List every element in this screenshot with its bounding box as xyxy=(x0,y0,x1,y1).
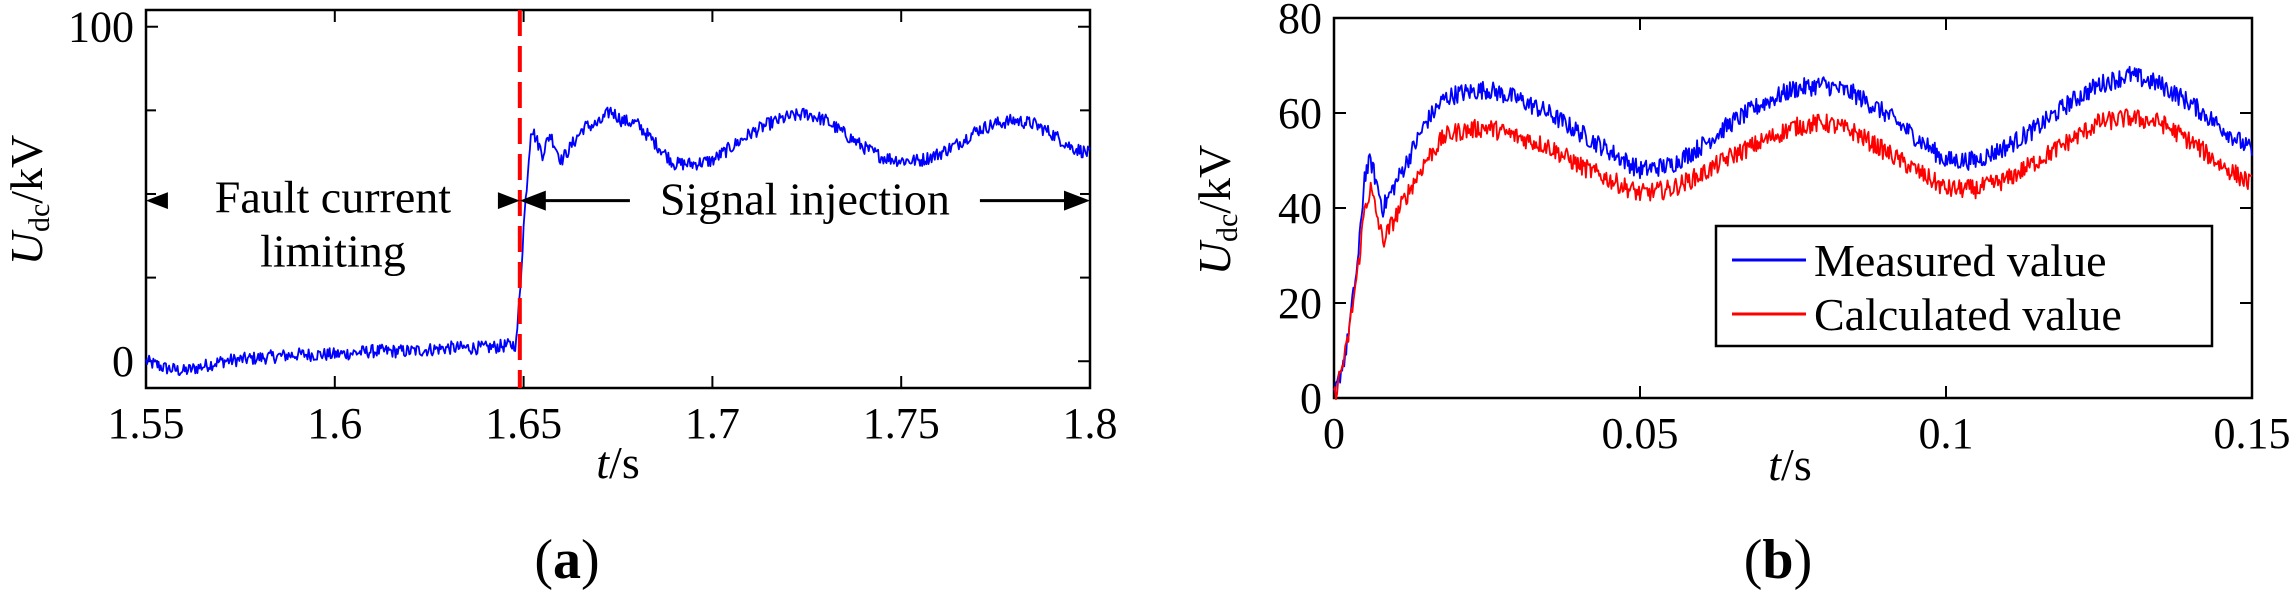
panel-a-ylabel-sub: dc xyxy=(23,204,56,232)
panel-b-series xyxy=(1333,65,2253,401)
panel-a-xtick-label: 1.8 xyxy=(1063,399,1118,448)
panel-a-xtick-label: 1.55 xyxy=(108,399,185,448)
panel-b-xlabel-unit: /s xyxy=(1781,439,1812,490)
panel-a-xlabel: t/s xyxy=(596,437,639,488)
panel-b-ytick-label: 0 xyxy=(1300,374,1322,423)
panel-a-ytick-label: 0 xyxy=(112,337,134,386)
panel-a-xtick-label: 1.7 xyxy=(685,399,740,448)
signal-label: Signal injection xyxy=(660,174,950,225)
panel-b-xtick-label: 0.15 xyxy=(2214,409,2291,458)
fault-label-line2: limiting xyxy=(260,226,406,277)
legend-box xyxy=(1714,224,2214,348)
panel-b-ytick-label: 20 xyxy=(1278,279,1322,328)
fault-limiting-arrow-head-right xyxy=(493,190,520,211)
panel-a-xlabel-unit: /s xyxy=(609,437,640,488)
panel-b-xtick-label: 0.05 xyxy=(1602,409,1679,458)
panel-b-caption: (b) xyxy=(1744,529,1812,591)
panel-a-ylabel: Udc/kV xyxy=(1,135,56,266)
panel-b-ytick-label: 60 xyxy=(1278,89,1322,138)
panel-a-series-udc xyxy=(145,106,1091,376)
svg-text:Udc/kV: Udc/kV xyxy=(1,135,56,266)
signal-injection-arrow-head-left xyxy=(519,190,546,211)
panel-b-xlabel-var: t xyxy=(1768,439,1782,490)
svg-text:Udc/kV: Udc/kV xyxy=(1189,145,1244,276)
legend-calculated-label: Calculated value xyxy=(1814,289,2122,340)
panel-a-ticks: 1.55 1.6 1.65 1.7 1.75 1.8 0 100 xyxy=(68,3,1118,448)
legend-measured-label: Measured value xyxy=(1814,235,2107,286)
panel-a-caption-letter: a xyxy=(553,529,581,591)
panel-a: 1.55 1.6 1.65 1.7 1.75 1.8 0 100 Fault currentl… xyxy=(1,3,1118,591)
fault-limiting-arrow-head-left xyxy=(146,190,172,211)
panel-a-xtick-label: 1.75 xyxy=(863,399,940,448)
panel-a-ylabel-var: U xyxy=(1,229,52,265)
signal-injection-arrow-head-right xyxy=(1064,190,1090,211)
panel-b-xtick-label: 0 xyxy=(1323,409,1345,458)
panel-b-caption-letter: b xyxy=(1762,529,1793,591)
panel-b-series-calculated-value xyxy=(1333,108,2253,401)
panel-b-ticks: 0 0.05 0.1 0.15 0 20 40 60 80 xyxy=(1278,0,2291,458)
panel-b-ylabel-unit: /kV xyxy=(1189,145,1240,214)
panel-b-xtick-label: 0.1 xyxy=(1919,409,1974,458)
panel-b-xlabel: t/s xyxy=(1768,439,1811,490)
panel-b-ylabel-var: U xyxy=(1189,239,1240,275)
legend: Measured value Calculated value xyxy=(1714,224,2214,348)
panel-a-ylabel-unit: /kV xyxy=(1,135,52,204)
panel-a-xtick-label: 1.65 xyxy=(485,399,562,448)
fault-label-bg xyxy=(167,170,498,223)
panel-b-ytick-label: 80 xyxy=(1278,0,1322,43)
panel-a-series xyxy=(145,106,1091,376)
panel-b-ylabel: Udc/kV xyxy=(1189,145,1244,276)
panel-a-ytick-label: 100 xyxy=(68,3,134,52)
panel-b-ylabel-sub: dc xyxy=(1211,214,1244,242)
panel-b-series-measured-value xyxy=(1333,65,2253,394)
signal-label-bg xyxy=(629,170,980,223)
panel-a-frame xyxy=(144,8,1092,390)
panel-a-caption: (a) xyxy=(534,529,599,591)
fault-label-line1: Fault current xyxy=(215,172,452,223)
panel-a-xtick-label: 1.6 xyxy=(307,399,362,448)
panel-b: 0 0.05 0.1 0.15 0 20 40 60 80 Udc/kV t/s Measure… xyxy=(1189,0,2291,591)
panel-a-xlabel-var: t xyxy=(596,437,610,488)
panel-b-ytick-label: 40 xyxy=(1278,184,1322,233)
